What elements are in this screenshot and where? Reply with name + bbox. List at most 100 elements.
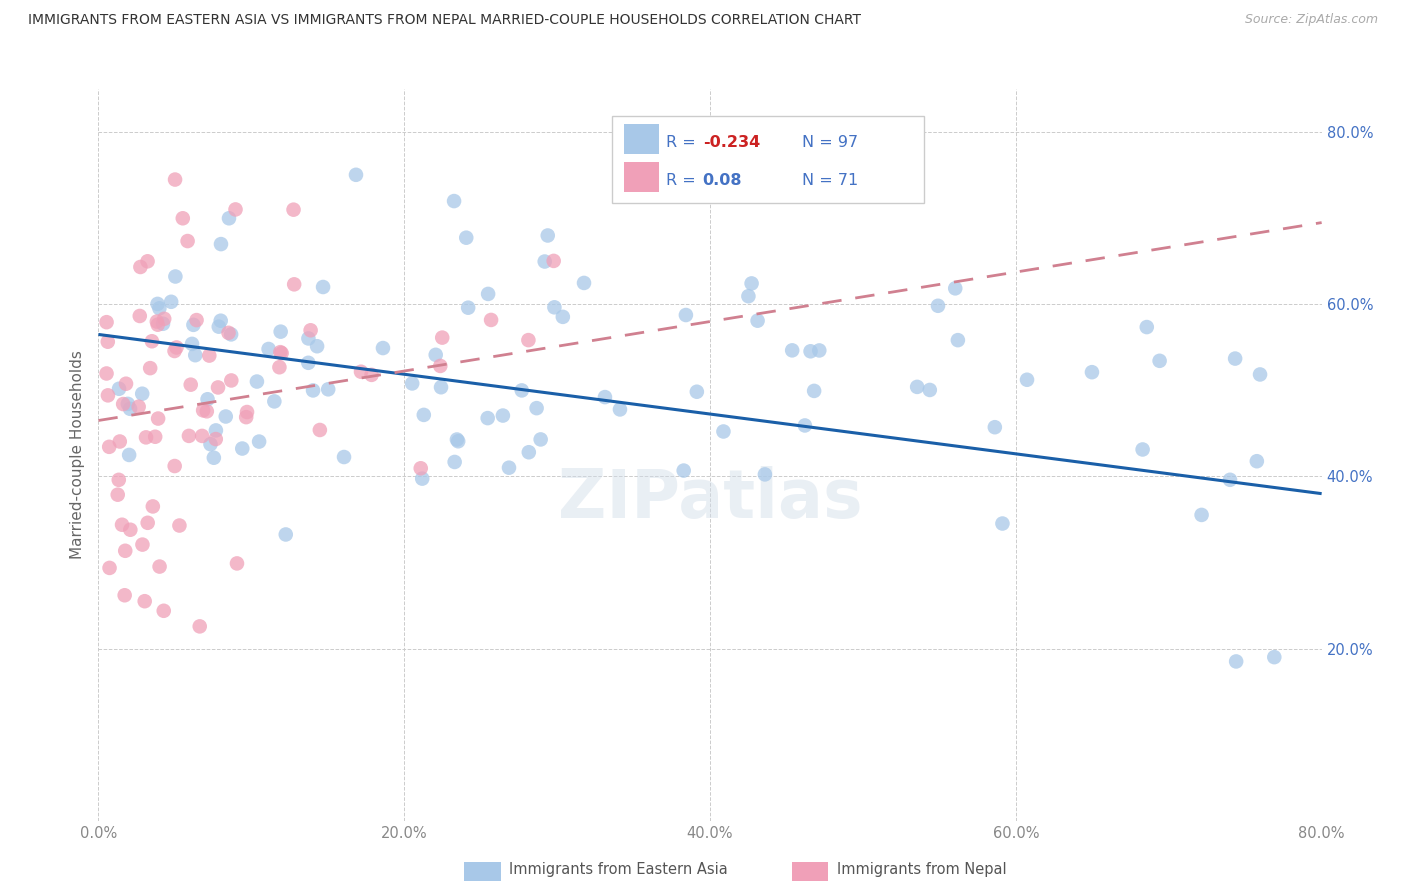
- Point: [754, 467, 776, 482]
- Point: [112, 397, 135, 411]
- Text: ZIPatlas: ZIPatlas: [558, 466, 862, 532]
- FancyBboxPatch shape: [612, 116, 924, 202]
- Point: [551, 310, 574, 324]
- Point: [432, 330, 454, 344]
- Point: [208, 319, 231, 334]
- Point: [498, 460, 520, 475]
- Point: [1223, 351, 1246, 366]
- Point: [135, 430, 157, 444]
- Point: [191, 429, 214, 443]
- Point: [235, 410, 257, 425]
- Point: [803, 384, 825, 398]
- Text: R =: R =: [666, 135, 700, 150]
- Point: [477, 411, 499, 425]
- Point: [283, 277, 305, 292]
- Point: [927, 299, 949, 313]
- Point: [905, 380, 928, 394]
- Point: [747, 314, 769, 328]
- Point: [401, 376, 423, 391]
- Point: [411, 472, 433, 486]
- Point: [984, 420, 1007, 434]
- Point: [1249, 368, 1271, 382]
- Point: [1015, 373, 1038, 387]
- Point: [165, 172, 187, 186]
- Point: [176, 234, 198, 248]
- Point: [141, 334, 163, 349]
- Point: [97, 334, 120, 349]
- Point: [456, 230, 478, 244]
- Y-axis label: Married-couple Households: Married-couple Households: [69, 351, 84, 559]
- Point: [302, 384, 325, 398]
- Point: [1263, 650, 1285, 665]
- Point: [371, 341, 394, 355]
- Point: [312, 280, 335, 294]
- Point: [165, 269, 187, 284]
- Point: [146, 314, 169, 328]
- Point: [231, 442, 253, 456]
- Point: [430, 380, 453, 394]
- Point: [443, 455, 465, 469]
- Point: [98, 440, 121, 454]
- Point: [1136, 320, 1159, 334]
- Point: [215, 409, 238, 424]
- Point: [572, 276, 595, 290]
- Text: R =: R =: [666, 173, 700, 188]
- Point: [477, 287, 499, 301]
- Point: [226, 557, 249, 571]
- Point: [195, 404, 218, 418]
- Point: [257, 342, 280, 356]
- Point: [457, 301, 479, 315]
- Point: [128, 309, 150, 323]
- Point: [350, 365, 373, 379]
- Point: [1132, 442, 1154, 457]
- Point: [197, 392, 219, 407]
- Point: [808, 343, 831, 358]
- Point: [114, 543, 136, 558]
- Text: Source: ZipAtlas.com: Source: ZipAtlas.com: [1244, 13, 1378, 27]
- Point: [246, 375, 269, 389]
- Point: [446, 433, 468, 447]
- Point: [117, 397, 139, 411]
- Text: Immigrants from Eastern Asia: Immigrants from Eastern Asia: [509, 863, 728, 877]
- Point: [152, 317, 174, 331]
- Point: [297, 331, 319, 345]
- Point: [447, 434, 470, 449]
- Point: [114, 588, 136, 602]
- Point: [991, 516, 1014, 531]
- Point: [169, 518, 191, 533]
- Point: [609, 402, 631, 417]
- Point: [412, 408, 434, 422]
- Point: [97, 388, 120, 402]
- Point: [1149, 354, 1171, 368]
- Point: [200, 437, 222, 451]
- Point: [108, 434, 131, 449]
- Point: [425, 348, 447, 362]
- Point: [1246, 454, 1268, 468]
- Point: [333, 450, 356, 464]
- Point: [537, 228, 560, 243]
- Point: [108, 382, 131, 396]
- Point: [149, 559, 172, 574]
- Point: [270, 346, 292, 360]
- Point: [202, 450, 225, 465]
- Point: [443, 194, 465, 208]
- Point: [918, 383, 941, 397]
- Point: [177, 429, 200, 443]
- Point: [297, 356, 319, 370]
- FancyBboxPatch shape: [624, 124, 658, 154]
- Point: [111, 517, 134, 532]
- Point: [142, 500, 165, 514]
- Point: [686, 384, 709, 399]
- Text: 0.08: 0.08: [703, 173, 742, 188]
- Point: [360, 368, 382, 382]
- Point: [218, 211, 240, 226]
- Point: [207, 380, 229, 394]
- Point: [274, 527, 297, 541]
- Point: [96, 367, 118, 381]
- Point: [152, 604, 174, 618]
- Point: [737, 289, 759, 303]
- Point: [946, 333, 969, 347]
- Point: [163, 344, 186, 359]
- Point: [96, 315, 118, 329]
- Point: [316, 382, 339, 396]
